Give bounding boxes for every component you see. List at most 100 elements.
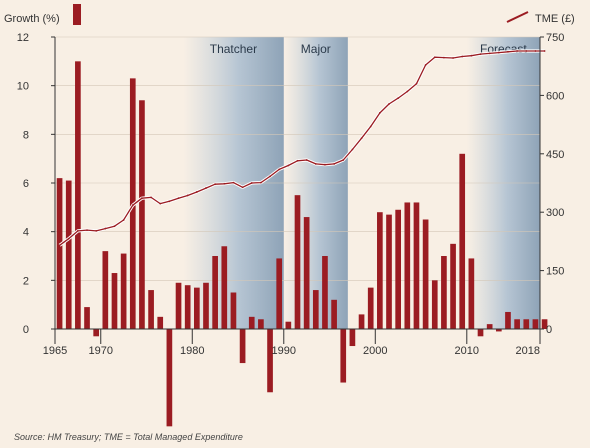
left-tick-8: 8: [23, 129, 29, 141]
tme-point-1978: [177, 197, 180, 200]
growth-bar-2006: [431, 280, 438, 329]
tme-point-1972: [122, 219, 125, 221]
tme-point-1979: [186, 194, 189, 197]
left-tick-6: 6: [23, 178, 29, 190]
tme-point-1973: [131, 204, 134, 207]
growth-bar-1991: [294, 195, 301, 329]
x-tick-2010: 2010: [455, 345, 479, 357]
right-tick-600: 600: [546, 90, 564, 102]
tme-point-1969: [95, 229, 98, 232]
growth-bar-1996: [340, 329, 347, 383]
tme-point-1995: [333, 163, 336, 165]
tme-point-1997: [351, 148, 354, 151]
tme-point-1982: [214, 183, 217, 186]
x-tick-2000: 2000: [363, 345, 387, 357]
growth-bar-1985: [239, 329, 246, 364]
left-tick-0: 0: [23, 324, 29, 336]
tme-point-2007: [443, 56, 445, 59]
tme-point-2009: [461, 55, 464, 58]
growth-bar-2015: [514, 319, 520, 329]
growth-bar-1983: [221, 246, 228, 329]
growth-bar-1977: [166, 329, 173, 427]
growth-bar-1980: [194, 287, 200, 329]
growth-bar-2002: [395, 209, 401, 329]
right-tick-300: 300: [546, 207, 564, 219]
x-tick-2018: 2018: [516, 345, 540, 357]
tme-point-1996: [342, 159, 345, 161]
growth-bar-1998: [358, 314, 365, 329]
x-tick-1965: 1965: [43, 345, 67, 357]
tme-point-1967: [76, 229, 79, 232]
tme-point-2017: [534, 50, 537, 52]
growth-bar-2011: [477, 329, 484, 337]
growth-bar-1968: [84, 307, 90, 329]
growth-bar-2004: [413, 202, 420, 329]
growth-bar-1969: [93, 329, 100, 337]
tme-point-1988: [269, 175, 271, 178]
axes: 0 2 4 6 8 10 12 0 150 300 450 600 750 1965 1970 1980 199…: [17, 32, 565, 357]
tme-point-2004: [415, 82, 418, 85]
left-tick-4: 4: [23, 227, 29, 239]
growth-bar-1974: [139, 100, 145, 330]
growth-bar-1984: [230, 292, 237, 329]
tme-point-1991: [296, 159, 299, 162]
tme-point-2010: [470, 54, 473, 57]
growth-bar-1999: [367, 287, 374, 329]
growth-bar-1986: [248, 316, 255, 329]
tme-point-1984: [232, 181, 235, 184]
tme-point-2001: [388, 103, 390, 105]
growth-bar-2017: [532, 319, 539, 329]
tme-point-1990: [287, 164, 290, 167]
tme-line-group: [58, 49, 546, 247]
growth-bar-1971: [111, 273, 118, 329]
tme-point-1968: [86, 229, 88, 232]
growth-bar-1994: [322, 256, 328, 329]
left-tick-10: 10: [17, 81, 29, 93]
x-tick-1970: 1970: [89, 345, 113, 357]
period-label-thatcher: Thatcher: [210, 42, 257, 56]
right-tick-150: 150: [546, 266, 564, 278]
tme-point-1981: [205, 187, 207, 189]
tme-point-1965: [58, 244, 61, 247]
tme-point-2014: [507, 50, 509, 53]
growth-bar-2001: [386, 214, 392, 329]
tme-point-2003: [406, 90, 409, 93]
right-axis-legend: TME (£): [535, 13, 575, 25]
tme-point-1987: [259, 181, 262, 184]
right-tick-750: 750: [546, 32, 564, 44]
growth-bar-1988: [267, 329, 273, 393]
tme-point-2002: [397, 97, 400, 100]
left-tick-2: 2: [23, 275, 29, 287]
tme-point-1977: [168, 200, 171, 203]
tme-point-1976: [159, 202, 162, 205]
tme-point-1971: [113, 225, 116, 228]
growth-legend-swatch: [73, 4, 81, 25]
growth-bar-1997: [349, 329, 356, 347]
left-axis-label: Growth (%): [4, 13, 60, 25]
tme-point-2012: [488, 52, 491, 55]
tme-point-1989: [278, 168, 281, 171]
growth-bar-1990: [285, 321, 292, 329]
right-tick-0: 0: [546, 324, 552, 336]
growth-bar-1981: [203, 282, 209, 329]
growth-bar-1976: [157, 316, 164, 329]
growth-bar-2018: [541, 319, 548, 329]
tme-point-2008: [452, 57, 454, 59]
tme-point-1985: [241, 186, 244, 189]
growth-bar-2005: [422, 219, 429, 329]
tme-point-2005: [424, 64, 427, 66]
growth-bar-1992: [303, 217, 310, 329]
x-tick-1980: 1980: [180, 345, 204, 357]
source-note: Source: HM Treasury; TME = Total Managed…: [14, 432, 243, 442]
growth-bar-2000: [377, 212, 383, 329]
tme-line: [59, 50, 545, 246]
tme-point-1983: [223, 182, 226, 185]
growth-bar-1987: [258, 319, 264, 329]
tme-point-1975: [150, 196, 152, 199]
growth-bar-2007: [441, 256, 447, 329]
growth-bar-1978: [175, 282, 182, 329]
period-label-major: Major: [301, 42, 331, 56]
growth-bar-2003: [404, 202, 411, 329]
right-tick-450: 450: [546, 149, 564, 161]
